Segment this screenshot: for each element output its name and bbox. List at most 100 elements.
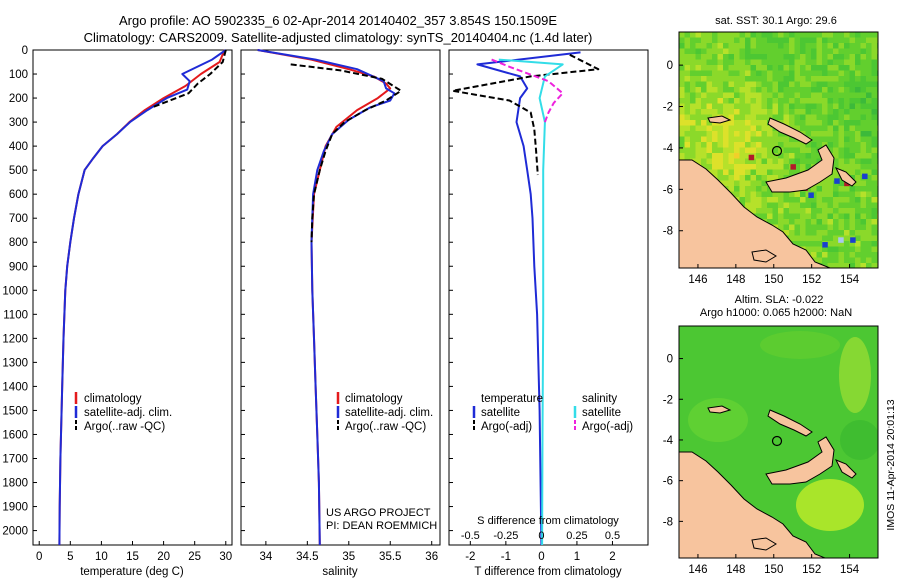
- x-tick-label: -2: [465, 551, 475, 563]
- sst-cell: [816, 136, 823, 143]
- sst-cell: [816, 37, 823, 44]
- sst-cell: [833, 191, 839, 198]
- sst-cell: [745, 153, 751, 159]
- sst-cell: [739, 37, 746, 44]
- sst-cell: [811, 65, 817, 71]
- sst-cell: [816, 252, 823, 258]
- sst-cell: [772, 114, 779, 121]
- sst-cell: [838, 131, 845, 137]
- sst-cell: [761, 76, 768, 82]
- sst-cell: [750, 208, 757, 214]
- sst-cell: [860, 54, 867, 60]
- sst-cell: [849, 224, 856, 231]
- sst-cell: [695, 153, 702, 159]
- sst-cell: [756, 169, 762, 176]
- temperature-xlabel: temperature (deg C): [80, 566, 184, 578]
- sst-cell: [712, 32, 718, 38]
- sst-cell: [811, 136, 817, 143]
- sst-cell: [811, 70, 817, 77]
- sst-cell: [805, 70, 812, 77]
- sst-cell: [816, 131, 823, 137]
- sst-cell: [827, 92, 834, 99]
- sst-cell: [750, 197, 757, 203]
- sst-cell: [860, 103, 867, 110]
- sst-cell: [822, 76, 828, 82]
- sst-cell: [811, 76, 817, 82]
- sst-cell: [822, 81, 828, 88]
- sst-cell: [833, 125, 839, 132]
- sst-cell: [728, 87, 735, 93]
- sst-cell: [723, 158, 729, 165]
- sst-cell: [844, 59, 850, 66]
- sla-anomaly-patch: [839, 337, 871, 413]
- sst-cell: [778, 43, 784, 49]
- sst-cell: [772, 191, 779, 198]
- sst-cell: [860, 180, 867, 187]
- sst-cell: [750, 120, 757, 126]
- sst-cell: [701, 131, 707, 137]
- sst-cell: [822, 197, 828, 203]
- sst-cell: [734, 65, 740, 71]
- sst-cell: [871, 219, 878, 225]
- sst-cell: [717, 48, 724, 55]
- sst-cell: [772, 147, 779, 154]
- sst-cell: [844, 257, 850, 264]
- sst-cell: [745, 131, 751, 137]
- sst-cell: [860, 164, 867, 170]
- sst-cell: [712, 48, 718, 55]
- sst-cell: [833, 235, 839, 242]
- sst-cell: [800, 81, 806, 88]
- sst-cell: [756, 191, 762, 198]
- sst-cell: [800, 213, 806, 220]
- map-x-tick-label: 150: [764, 564, 783, 576]
- sst-cell: [745, 120, 751, 126]
- sst-cell: [679, 48, 685, 55]
- sst-cell: [717, 169, 724, 176]
- sst-cell: [706, 54, 713, 60]
- sst-cell: [728, 70, 735, 77]
- sst-cell: [783, 32, 790, 38]
- sst-cell: [783, 136, 790, 143]
- sst-cell: [778, 114, 784, 121]
- sst-cell: [706, 76, 713, 82]
- sst-cell: [849, 219, 856, 225]
- sst-cell: [800, 92, 806, 99]
- sst-cell: [739, 153, 746, 159]
- sst-cell: [706, 131, 713, 137]
- sst-cell: [833, 43, 839, 49]
- sst-cell: [794, 70, 801, 77]
- sst-cell: [816, 186, 823, 192]
- sst-cell: [800, 224, 806, 231]
- sst-cell: [783, 120, 790, 126]
- sst-cell: [739, 142, 746, 148]
- sst-cell: [860, 48, 867, 55]
- difference-xlabel: T difference from climatology: [474, 566, 621, 578]
- sst-cell: [816, 70, 823, 77]
- sst-cell: [761, 131, 768, 137]
- sst-cell: [728, 92, 735, 99]
- sst-cell: [695, 136, 702, 143]
- salinity-xlabel: salinity: [322, 566, 357, 578]
- sst-cell: [723, 142, 729, 148]
- sst-cell: [844, 48, 850, 55]
- sst-cell: [811, 120, 817, 126]
- sst-cell: [745, 175, 751, 181]
- sst-cell: [816, 87, 823, 93]
- sst-cell: [827, 219, 834, 225]
- sst-cell: [816, 246, 823, 253]
- sst-cell: [761, 98, 768, 104]
- sst-cell: [800, 197, 806, 203]
- sst-cell: [866, 263, 872, 268]
- sst-cell: [822, 92, 828, 99]
- sst-cell: [833, 136, 839, 143]
- sst-cell: [706, 65, 713, 71]
- sst-cell: [706, 142, 713, 148]
- sst-cell: [860, 241, 867, 247]
- sst-cell: [695, 92, 702, 99]
- sst-cell: [811, 142, 817, 148]
- sst-cell: [811, 235, 817, 242]
- sst-cell: [794, 59, 801, 66]
- map-x-tick-label: 152: [802, 564, 821, 576]
- sst-cell: [679, 136, 685, 143]
- sst-cell: [838, 213, 845, 220]
